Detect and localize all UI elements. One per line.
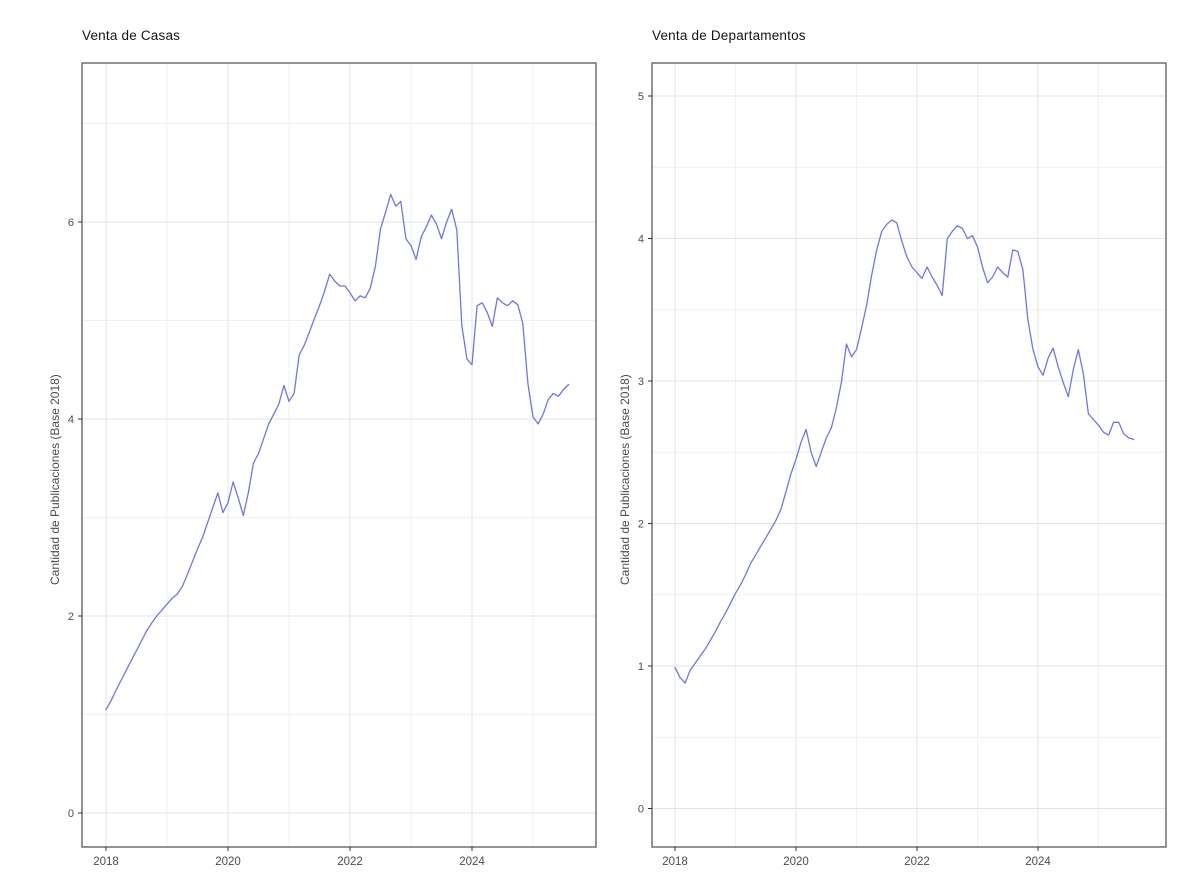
x-tick-label: 2024 (459, 856, 485, 868)
y-tick-label: 4 (638, 234, 644, 246)
x-tick-label: 2018 (662, 856, 688, 868)
y-tick-label: 0 (68, 808, 74, 820)
panel-border (81, 62, 597, 848)
x-tick-label: 2020 (783, 856, 809, 868)
chart-title-departamentos: Venta de Departamentos (652, 28, 806, 43)
panel-background (652, 63, 1166, 847)
x-tick-label: 2022 (337, 856, 363, 868)
x-tick-label: 2018 (93, 856, 119, 868)
y-axis-title-departamentos: Cantidad de Publicaciones (Base 2018) (618, 374, 632, 585)
x-tick-label: 2020 (215, 856, 241, 868)
y-tick-label: 6 (68, 217, 74, 229)
y-tick-label: 2 (638, 519, 644, 531)
x-tick-label: 2024 (1025, 856, 1051, 868)
panel-background (82, 63, 596, 847)
panel-border (651, 62, 1167, 848)
y-axis-title-casas: Cantidad de Publicaciones (Base 2018) (48, 374, 62, 585)
y-tick-label: 0 (638, 804, 644, 816)
y-tick-label: 4 (68, 414, 74, 426)
series-line (674, 219, 1135, 684)
series-line (105, 193, 570, 711)
y-tick-label: 1 (638, 661, 644, 673)
chart-title-casas: Venta de Casas (82, 28, 181, 43)
y-tick-label: 3 (638, 376, 644, 388)
x-tick-label: 2022 (904, 856, 930, 868)
y-tick-label: 2 (68, 611, 74, 623)
y-tick-label: 5 (638, 91, 644, 103)
